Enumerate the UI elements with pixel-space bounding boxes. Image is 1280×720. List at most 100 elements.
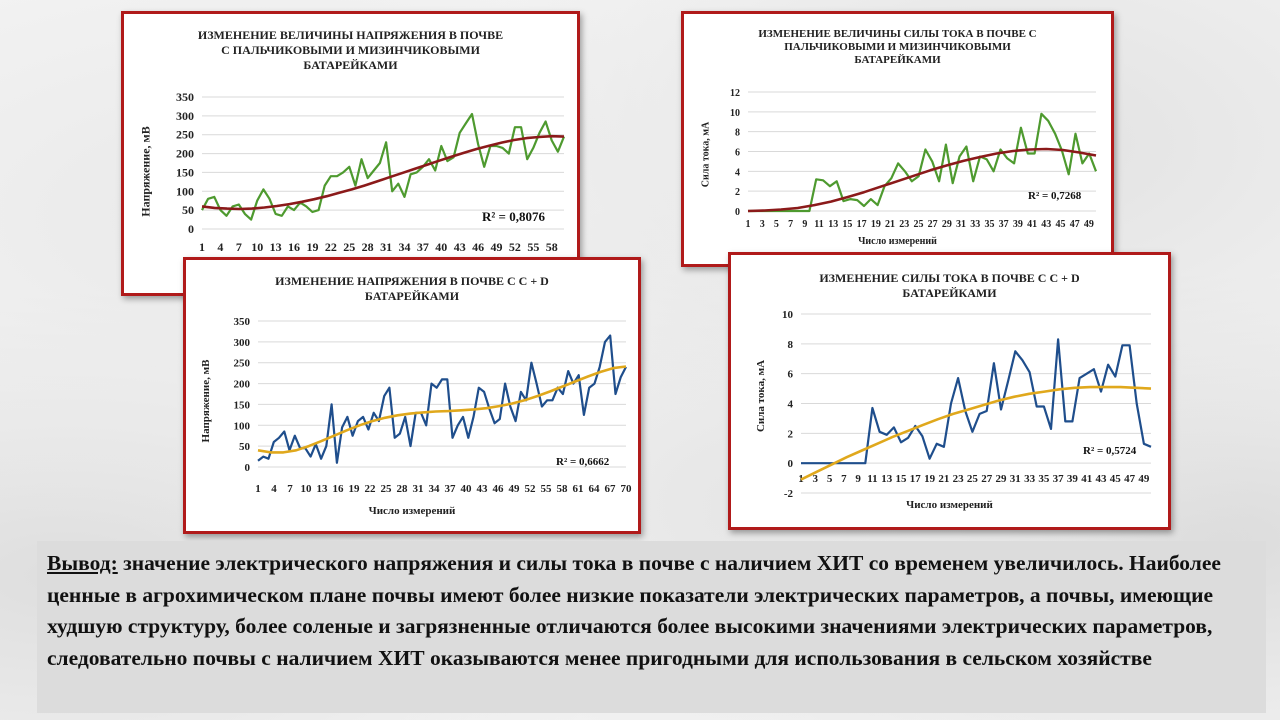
x-tick-label: 15 [896, 473, 908, 485]
y-tick-label: 300 [234, 337, 251, 349]
x-tick-label: 7 [788, 219, 793, 230]
x-tick-label: 28 [362, 240, 374, 254]
x-tick-label: 43 [1041, 219, 1051, 230]
y-tick-label: 300 [176, 109, 194, 123]
x-tick-label: 7 [841, 473, 847, 485]
x-tick-label: 46 [472, 240, 484, 254]
x-tick-label: 25 [967, 473, 979, 485]
chart-panel-current-cd-batteries: ИЗМЕНЕНИЕ СИЛЫ ТОКА В ПОЧВЕ С С + D БАТА… [728, 252, 1171, 530]
x-tick-label: 61 [573, 483, 584, 495]
trend-line [201, 134, 565, 211]
x-tick-label: 52 [509, 240, 521, 254]
x-tick-label: 31 [413, 483, 424, 495]
x-tick-label: 43 [1096, 473, 1108, 485]
y-tick-label: 100 [176, 184, 194, 198]
y-tick-label: 10 [782, 309, 794, 321]
y-tick-label: 250 [234, 358, 251, 370]
x-tick-label: 1 [199, 240, 205, 254]
x-tick-label: 7 [236, 240, 242, 254]
x-tick-label: 37 [999, 219, 1009, 230]
x-tick-label: 49 [1084, 219, 1094, 230]
x-tick-label: 10 [251, 240, 263, 254]
x-tick-label: 34 [429, 483, 441, 495]
chart-panel-current-finger-batteries: ИЗМЕНЕНИЕ ВЕЛИЧИНЫ СИЛЫ ТОКА В ПОЧВЕ С П… [681, 11, 1114, 267]
y-tick-label: 250 [176, 128, 194, 142]
trend-line [800, 385, 1152, 481]
r-squared-label: R² = 0,5724 [1083, 445, 1137, 457]
chart-panel-voltage-cd-batteries: ИЗМЕНЕНИЕ НАПРЯЖЕНИЯ В ПОЧВЕ С С + D БАТ… [183, 257, 641, 534]
chart-title: ИЗМЕНЕНИЕ ВЕЛИЧИНЫ НАПРЯЖЕНИЯ В ПОЧВЕ С … [197, 28, 504, 72]
y-tick-label: 50 [239, 441, 251, 453]
x-tick-label: 33 [1024, 473, 1036, 485]
y-tick-label: 10 [730, 108, 740, 119]
x-tick-label: 47 [1070, 219, 1080, 230]
chart-panel-voltage-finger-batteries: ИЗМЕНЕНИЕ ВЕЛИЧИНЫ НАПРЯЖЕНИЯ В ПОЧВЕ С … [121, 11, 580, 296]
y-tick-label: 0 [788, 458, 794, 470]
x-tick-label: 22 [325, 240, 337, 254]
x-tick-label: 3 [813, 473, 819, 485]
x-tick-label: 70 [621, 483, 633, 495]
x-tick-label: 49 [509, 483, 521, 495]
x-tick-label: 58 [557, 483, 569, 495]
x-tick-label: 43 [477, 483, 489, 495]
x-tick-label: 11 [867, 473, 877, 485]
x-tick-label: 31 [1010, 473, 1021, 485]
x-tick-label: 45 [1110, 473, 1122, 485]
x-tick-label: 9 [802, 219, 807, 230]
y-tick-label: 8 [735, 128, 740, 139]
x-tick-label: 13 [317, 483, 329, 495]
x-tick-label: 40 [461, 483, 473, 495]
x-tick-label: 34 [398, 240, 410, 254]
conclusion-box: Вывод: значение электрического напряжени… [37, 541, 1266, 713]
x-tick-label: 29 [996, 473, 1008, 485]
chart-title: ИЗМЕНЕНИЕ СИЛЫ ТОКА В ПОЧВЕ С С + D БАТА… [819, 271, 1080, 300]
x-tick-label: 21 [885, 219, 895, 230]
x-tick-label: 37 [1053, 473, 1065, 485]
x-tick-label: 47 [1124, 473, 1136, 485]
x-tick-label: 25 [343, 240, 355, 254]
x-axis-label: Число измерений [906, 499, 993, 511]
r-squared-label: R² = 0,7268 [1028, 190, 1082, 202]
x-tick-label: 43 [454, 240, 466, 254]
x-tick-label: 64 [589, 483, 601, 495]
y-tick-label: 2 [788, 428, 794, 440]
conclusion-text: значение электрического напряжения и сил… [47, 551, 1221, 670]
x-tick-label: 39 [1067, 473, 1079, 485]
chart-plot: 0 50 100 150 200 250 300 350 1 4 7 10 13 16 19 22 25 28 31… [234, 316, 633, 495]
y-tick-label: 6 [788, 369, 794, 381]
x-tick-label: 37 [417, 240, 429, 254]
conclusion-heading: Вывод: [47, 551, 118, 575]
x-tick-label: 49 [491, 240, 503, 254]
x-tick-label: 9 [855, 473, 861, 485]
x-tick-label: 4 [271, 483, 277, 495]
x-tick-label: 1 [255, 483, 261, 495]
x-tick-label: 55 [527, 240, 539, 254]
x-tick-label: 35 [984, 219, 994, 230]
x-tick-label: 27 [981, 473, 993, 485]
x-tick-label: 16 [288, 240, 300, 254]
x-tick-label: 37 [445, 483, 457, 495]
x-tick-label: 52 [525, 483, 537, 495]
trend-line [747, 147, 1097, 213]
y-tick-label: 350 [234, 316, 251, 328]
y-tick-label: 6 [735, 148, 740, 159]
x-tick-label: 27 [928, 219, 938, 230]
y-tick-label: 350 [176, 90, 194, 104]
y-tick-label: 200 [234, 379, 251, 391]
x-tick-label: 41 [1027, 219, 1037, 230]
x-tick-label: 28 [397, 483, 409, 495]
x-tick-label: 17 [910, 473, 922, 485]
x-tick-label: 23 [899, 219, 909, 230]
r-squared-label: R² = 0,8076 [482, 209, 545, 224]
x-tick-label: 39 [1013, 219, 1023, 230]
x-tick-label: 49 [1138, 473, 1150, 485]
x-axis-label: Число измерений [368, 505, 456, 517]
x-tick-label: 4 [217, 240, 223, 254]
x-tick-label: 41 [1081, 473, 1092, 485]
x-tick-label: 7 [287, 483, 293, 495]
series-line [201, 112, 566, 221]
x-tick-label: 40 [435, 240, 447, 254]
y-tick-label: 2 [735, 187, 740, 198]
